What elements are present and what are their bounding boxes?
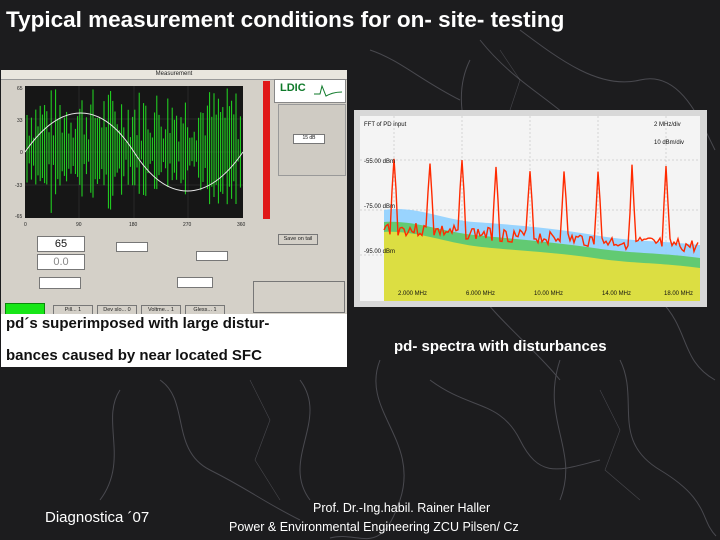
ldic-logo: LDIC: [280, 82, 306, 94]
svg-text:360: 360: [237, 222, 246, 228]
svg-text:180: 180: [129, 222, 138, 228]
x-label-4: 14.00 MHz: [602, 291, 631, 297]
spectrum-header-right-1: 2 MHz/div: [654, 122, 681, 128]
ldic-logo-box: [274, 79, 346, 103]
left-caption-line2: bances caused by near located SFC: [6, 347, 262, 364]
pd-peak-field: [116, 242, 148, 252]
ldic-pulse-icon: [314, 84, 342, 97]
svg-text:90: 90: [76, 222, 82, 228]
svg-text:33: 33: [17, 118, 23, 124]
window-titlebar: Measurement: [1, 70, 347, 80]
pd-detected-field: [196, 251, 228, 261]
charge-value-field: 65: [37, 236, 85, 252]
svg-text:-65: -65: [15, 214, 22, 220]
left-caption-line1: pd´s superimposed with large distur-: [6, 315, 270, 332]
left-caption-box: [1, 314, 347, 367]
ref-label-3: -95.00 dBm: [364, 249, 395, 255]
spectrum-header-left: FFT of PD input: [364, 122, 407, 128]
level-indicator: [263, 81, 270, 219]
footer-institution: Power & Environmental Engineering ZCU Pi…: [229, 520, 519, 534]
svg-text:270: 270: [183, 222, 192, 228]
slide-title: Typical measurement conditions for on- s…: [6, 7, 565, 32]
attenuator-field[interactable]: 15 dB: [293, 134, 325, 144]
spectrum-plot: FFT of PD input 2 MHz/div 10 dBm/div -55…: [354, 110, 707, 307]
ref-label-2: -75.00 dBm: [364, 204, 395, 210]
voltage-input[interactable]: [39, 277, 81, 289]
pd-scope-plot: 65 33 0 -33 -65 0 90 180 270 360: [1, 80, 271, 230]
pd-spectrum-screenshot: FFT of PD input 2 MHz/div 10 dBm/div -55…: [354, 110, 707, 307]
svg-text:65: 65: [17, 86, 23, 92]
x-label-5: 18.00 MHz: [664, 291, 693, 297]
svg-text:-33: -33: [15, 183, 22, 189]
svg-text:0: 0: [20, 150, 23, 156]
trigger-panel[interactable]: [253, 281, 345, 313]
right-caption: pd- spectra with disturbances: [394, 338, 607, 355]
save-button[interactable]: Save on tail: [278, 234, 318, 245]
footer-author: Prof. Dr.-Ing.habil. Rainer Haller: [313, 501, 491, 515]
repeating-time-field[interactable]: [177, 277, 213, 288]
x-label-1: 2.000 MHz: [398, 291, 427, 297]
x-label-3: 10.00 MHz: [534, 291, 563, 297]
ref-label-1: -55.00 dBm: [364, 159, 395, 165]
spectrum-header-right-2: 10 dBm/div: [654, 140, 684, 146]
footer-event: Diagnostica ´07: [45, 509, 150, 526]
voltage-value-field: 0.0: [37, 254, 85, 270]
svg-text:0: 0: [24, 222, 27, 228]
x-label-2: 6.000 MHz: [466, 291, 495, 297]
